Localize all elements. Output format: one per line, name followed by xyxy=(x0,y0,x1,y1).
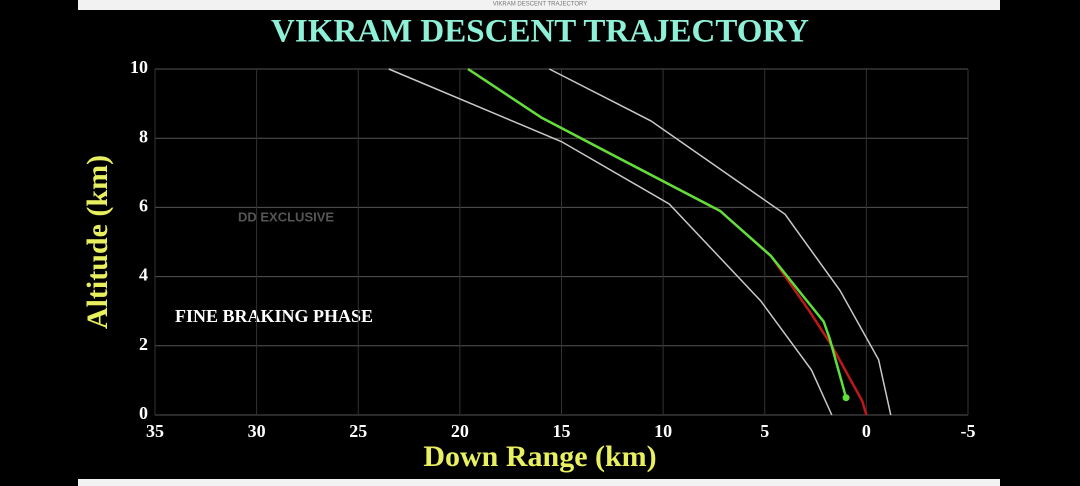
y-tick-label: 4 xyxy=(139,265,148,285)
y-tick-label: 10 xyxy=(130,57,148,77)
x-tick-label: 25 xyxy=(349,421,367,441)
y-tick-label: 8 xyxy=(139,126,148,146)
x-tick-label: 0 xyxy=(862,421,871,441)
x-tick-label: 15 xyxy=(553,421,571,441)
chart-title: VIKRAM DESCENT TRAJECTORY xyxy=(271,14,809,50)
x-tick-label: -5 xyxy=(961,421,976,441)
end-point xyxy=(842,394,850,402)
x-axis-label: Down Range (km) xyxy=(423,440,656,473)
series-line xyxy=(548,68,892,416)
x-tick-label: 30 xyxy=(248,421,266,441)
x-tick-label: 35 xyxy=(146,421,164,441)
x-tick-label: 20 xyxy=(451,421,469,441)
y-tick-label: 6 xyxy=(139,196,148,216)
window-title: VIKRAM DESCENT TRAJECTORY xyxy=(493,2,588,8)
watermark: DD EXCLUSIVE xyxy=(238,209,334,224)
series-line xyxy=(467,67,848,399)
bottom-bar xyxy=(78,479,1000,486)
y-axis-label: Altitude (km) xyxy=(81,155,114,329)
series-line xyxy=(388,68,833,416)
y-tick-label: 2 xyxy=(139,334,148,354)
x-tick-label: 10 xyxy=(654,421,672,441)
y-tick-label: 0 xyxy=(139,403,148,423)
window-bar xyxy=(78,0,1000,10)
phase-label: FINE BRAKING PHASE xyxy=(175,306,373,326)
x-tick-label: 5 xyxy=(760,421,769,441)
